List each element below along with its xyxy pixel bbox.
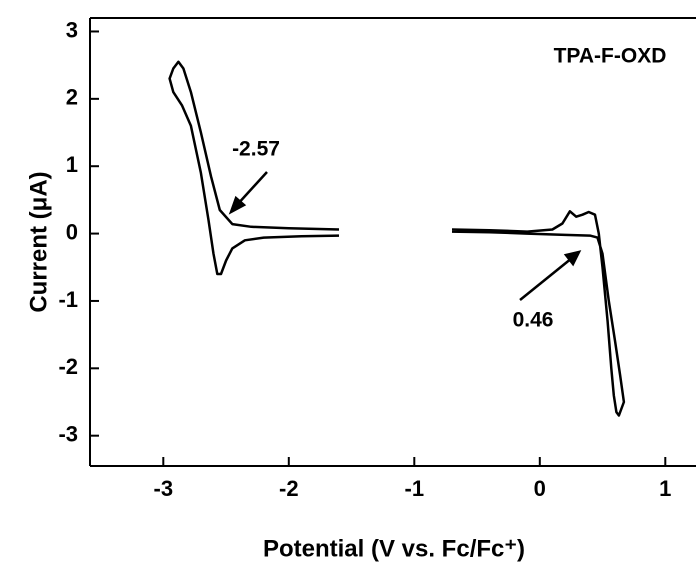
arrow — [519, 257, 573, 301]
arrowhead — [228, 195, 247, 215]
x-tick-label: -1 — [405, 476, 425, 501]
x-tick-label: 1 — [659, 476, 671, 501]
x-tick-label: 0 — [534, 476, 546, 501]
compound-label: TPA-F-OXD — [554, 45, 667, 68]
y-tick-label: 2 — [66, 85, 78, 110]
cv-curve — [168, 60, 340, 276]
arrowhead — [563, 250, 582, 267]
y-axis-title: Current (μA) — [25, 171, 52, 312]
y-tick-label: 0 — [66, 219, 78, 244]
cv-curve — [451, 210, 626, 417]
y-tick-label: -1 — [58, 287, 78, 312]
x-tick-label: -2 — [279, 476, 299, 501]
peak-annotation: -2.57 — [232, 138, 280, 161]
arrows — [228, 171, 582, 301]
y-tick-label: 3 — [66, 17, 78, 42]
y-tick-label: 1 — [66, 152, 78, 177]
peak-annotation: 0.46 — [513, 309, 554, 332]
x-tick-label: -3 — [154, 476, 174, 501]
y-tick-label: -3 — [58, 421, 78, 446]
arrow — [235, 171, 268, 207]
y-tick-label: -2 — [58, 354, 78, 379]
x-axis-title: Potential (V vs. Fc/Fc⁺) — [263, 535, 525, 562]
